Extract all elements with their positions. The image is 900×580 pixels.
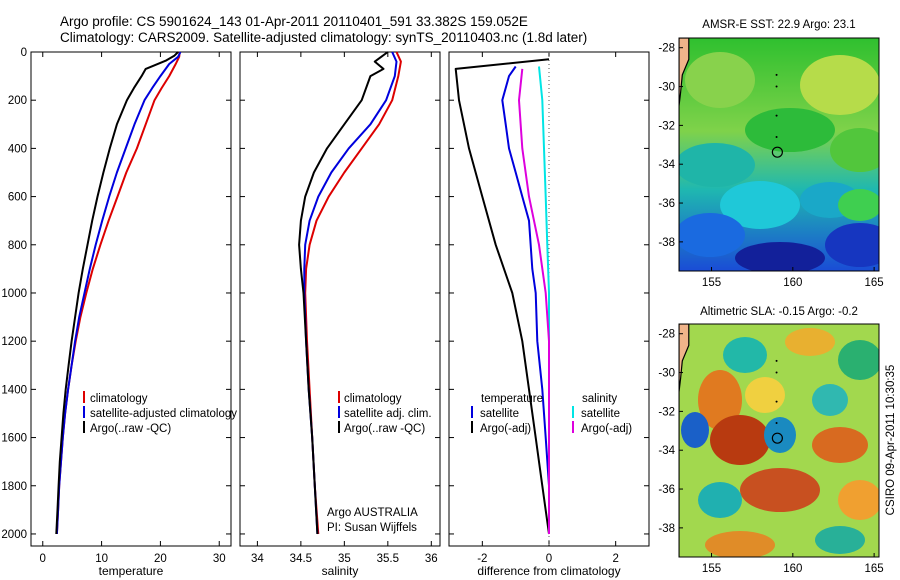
map-y-tick-label: -38 (658, 237, 675, 249)
sst-map-frame (678, 37, 880, 272)
y-tick-label: 1800 (1, 481, 27, 493)
map-x-tick-label: 155 (702, 563, 721, 575)
figure-title-line2: Climatology: CARS2009. Satellite-adjuste… (60, 30, 587, 45)
x-tick-label: 30 (213, 553, 226, 565)
temperature-plot: 0 10 20 30 0 200 400 600 800 1000 1200 1400 1600 1800… (1, 47, 231, 565)
legend-label-climatology: climatology (344, 393, 402, 405)
sla-map-image (679, 324, 879, 557)
map-y-tick-label: -38 (658, 523, 675, 535)
map-x-tick-label: 165 (865, 277, 884, 289)
map-y-tick-label: -32 (658, 120, 675, 132)
y-tick-label: 800 (8, 240, 27, 252)
legend-label-temp-argo: Argo(-adj) (480, 423, 531, 435)
x-tick-label: 34 (251, 553, 264, 565)
argo-position-marker (771, 146, 783, 158)
y-tick-label: 400 (8, 143, 27, 155)
legend-label-climatology: climatology (90, 393, 148, 405)
series-line-argo-raw-qc (298, 51, 389, 535)
trajectory-dot (775, 85, 778, 88)
map-y-tick-label: -36 (658, 198, 675, 210)
legend-label-sal-argo: Argo(-adj) (581, 423, 632, 435)
map-x-tick-label: 155 (702, 277, 721, 289)
map-y-tick-label: -28 (658, 43, 675, 55)
series-line-salinity-argo-adj (518, 68, 550, 534)
y-tick-label: 1400 (1, 384, 27, 396)
map-x-tick-label: 165 (865, 563, 884, 575)
difference-plot: -2 0 2 (449, 51, 649, 565)
x-tick-label: 20 (154, 553, 167, 565)
map-y-tick-label: -36 (658, 484, 675, 496)
trajectory-dot (775, 73, 778, 76)
legend-label-argo: Argo(..raw -QC) (344, 423, 425, 435)
trajectory-dot (775, 400, 778, 403)
x-tick-label: 36 (425, 553, 438, 565)
salinity-legend: climatology satellite adj. clim. Argo(..… (338, 391, 432, 435)
temperature-xlabel: temperature (99, 564, 164, 578)
map-y-tick-label: -30 (658, 82, 675, 94)
sla-map-axes: 155 160 165 -28 -30 -32 -34 -36 -38 (658, 329, 883, 575)
series-line-satellite-adj-clim (303, 51, 398, 535)
x-tick-label: 10 (95, 553, 108, 565)
series-line-satellite-adjusted-climatology (55, 51, 182, 535)
timestamp-side-text: CSIRO 09-Apr-2011 10:30:35 (885, 365, 897, 516)
map-y-tick-label: -34 (658, 159, 675, 171)
temperature-legend: climatology satellite-adjusted climatolo… (83, 391, 237, 435)
map-y-tick-label: -32 (658, 406, 675, 418)
sla-map-frame (678, 323, 880, 558)
credit-line1: Argo AUSTRALIA (327, 507, 418, 519)
legend-label-sal-satellite: satellite (581, 408, 620, 420)
legend-header-salinity: salinity (582, 393, 617, 405)
trajectory-dot (775, 114, 778, 117)
difference-xlabel: difference from climatology (477, 564, 620, 578)
difference-legend: temperature salinity satellite Argo(-adj… (471, 393, 632, 435)
y-tick-label: 200 (8, 95, 27, 107)
salinity-xlabel: salinity (322, 564, 359, 578)
y-tick-label: 1600 (1, 433, 27, 445)
trajectory-dot (775, 359, 778, 362)
legend-label-satellite: satellite adj. clim. (344, 408, 432, 420)
y-tick-label: 2000 (1, 529, 27, 541)
y-tick-label: 600 (8, 192, 27, 204)
legend-header-temperature: temperature (481, 393, 543, 405)
x-tick-label: 0 (546, 553, 552, 565)
series-line-temperature-argo-adj (454, 58, 550, 535)
trajectory-dot (775, 136, 778, 139)
x-tick-label: 2 (612, 553, 618, 565)
map-y-tick-label: -30 (658, 368, 675, 380)
legend-label-temp-satellite: satellite (480, 408, 519, 420)
map-x-tick-label: 160 (783, 563, 802, 575)
map-y-tick-label: -34 (658, 445, 675, 457)
figure-title-line1: Argo profile: CS 5901624_143 01-Apr-2011… (60, 14, 528, 29)
sst-map-title: AMSR-E SST: 22.9 Argo: 23.1 (702, 19, 855, 31)
legend-label-satellite: satellite-adjusted climatology (90, 408, 237, 420)
series-line-argo-raw-qc (55, 51, 179, 535)
series-line-temperature-satellite (501, 65, 550, 534)
temperature-panel (30, 51, 232, 547)
x-tick-label: 35 (338, 553, 351, 565)
trajectory-dot (775, 371, 778, 374)
x-tick-label: 0 (40, 553, 46, 565)
salinity-plot: 34 34.5 35 35.5 36 (240, 51, 440, 565)
x-tick-label: -2 (477, 553, 487, 565)
argo-position-marker (771, 432, 783, 444)
sla-map-title: Altimetric SLA: -0.15 Argo: -0.2 (700, 306, 858, 318)
x-tick-label: 34.5 (290, 553, 312, 565)
trajectory-dot (775, 422, 778, 425)
series-line-climatology (55, 51, 181, 535)
sst-map-image (679, 38, 879, 271)
legend-label-argo: Argo(..raw -QC) (90, 423, 171, 435)
credit-line2: PI: Susan Wijffels (327, 522, 417, 534)
x-tick-label: 35.5 (377, 553, 399, 565)
y-tick-label: 1000 (1, 288, 27, 300)
y-tick-label: 0 (21, 47, 27, 59)
series-line-climatology (304, 51, 402, 535)
sst-map-axes: 155 160 165 -28 -30 -32 -34 -36 -38 (658, 43, 883, 289)
salinity-panel (239, 51, 441, 547)
y-tick-label: 1200 (1, 336, 27, 348)
map-x-tick-label: 160 (783, 277, 802, 289)
map-y-tick-label: -28 (658, 329, 675, 341)
